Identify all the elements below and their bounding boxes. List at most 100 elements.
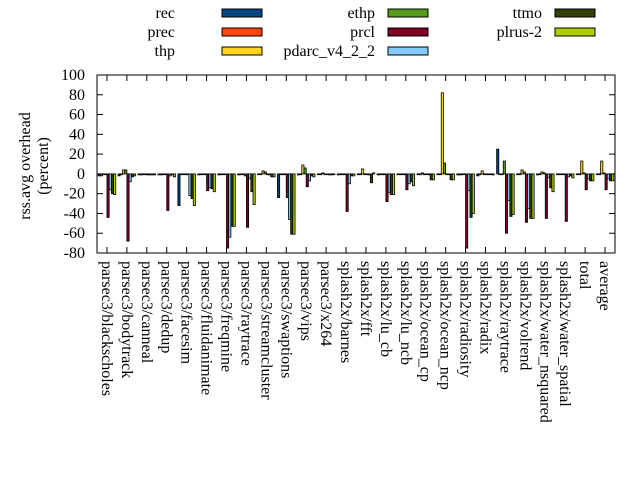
x-tick-label: parsec3/freqmine: [218, 261, 235, 372]
bar-plrus-2: [591, 173, 595, 182]
legend-label: prcl: [350, 24, 375, 41]
y-tick-label: 80: [69, 87, 85, 104]
x-tick-label: parsec3/dedup: [158, 261, 175, 353]
y-tick-label: 100: [61, 67, 85, 84]
bar-plrus-2: [352, 173, 356, 177]
x-tick-label: parsec3/raytrace: [237, 261, 254, 366]
bar-plrus-2: [511, 173, 515, 215]
bar-prcl: [126, 173, 130, 242]
x-tick-label: splash2x/water_nsquared: [536, 261, 553, 423]
x-tick-label: splash2x/lu_cb: [377, 261, 394, 357]
bar-prcl: [106, 173, 110, 218]
bar-plrus-2: [412, 173, 416, 187]
bar-thp: [361, 168, 365, 175]
legend-label: plrus-2: [497, 24, 542, 41]
y-axis: -80 -60 -40 -20 0 20 40 60 80 100: [61, 67, 615, 262]
legend-swatch: [387, 27, 429, 37]
x-tick-label: splash2x/water_spatial: [556, 261, 573, 407]
legend: rec prec thp ethp prcl pdarc_v4_2_2 ttmo plrus-…: [147, 5, 596, 60]
x-tick-label: parsec3/fluidanimate: [198, 261, 215, 395]
bar-prcl: [166, 173, 170, 211]
bar-plrus-2: [571, 173, 575, 179]
legend-label: pdarc_v4_2_2: [283, 43, 375, 60]
y-tick-label: -80: [64, 245, 85, 262]
x-tick-label: average: [596, 261, 613, 311]
legend-label: thp: [155, 43, 175, 60]
y-tick-label: -60: [64, 225, 85, 242]
plot-frame: [96, 74, 616, 254]
bar-plrus-2: [312, 173, 316, 178]
bar-plrus-2: [451, 173, 455, 181]
bar-pdarc_v4_2_2: [128, 173, 132, 183]
bar-thp: [420, 172, 424, 175]
bar-prcl: [544, 173, 548, 219]
x-tick-label: splash2x/ocean_cp: [417, 261, 434, 382]
x-tick-label: total: [576, 261, 593, 290]
bar-plrus-2: [232, 173, 236, 227]
bar-ethp: [582, 172, 586, 175]
legend-swatch: [387, 46, 429, 56]
legend-swatch: [554, 8, 596, 18]
bar-thp: [580, 160, 584, 175]
x-tick-label: parsec3/facesim: [178, 261, 195, 365]
x-tick-label: parsec3/canneal: [138, 261, 155, 364]
x-tick-label: splash2x/lu_ncb: [397, 261, 414, 365]
legend-label: prec: [147, 24, 175, 41]
x-tick-label: splash2x/volrend: [516, 261, 533, 370]
legend-label: ethp: [347, 5, 375, 22]
x-tick-label: splash2x/raytrace: [496, 261, 513, 373]
bar-prcl: [584, 173, 588, 191]
bar-plrus-2: [392, 173, 396, 196]
legend-swatch: [221, 46, 263, 56]
y-tick-label: 40: [69, 126, 85, 143]
bar-pdarc_v4_2_2: [347, 173, 351, 185]
bar-plrus-2: [113, 173, 117, 196]
bar-plrus-2: [133, 173, 137, 177]
bar-prcl: [505, 173, 509, 234]
x-tick-label: splash2x/fft: [357, 261, 374, 337]
y-tick-label: 20: [69, 146, 85, 163]
bar-ethp: [542, 172, 546, 175]
bar-ethp: [263, 171, 267, 175]
bar-prcl: [246, 173, 250, 228]
bar-ethp: [124, 169, 128, 175]
x-tick-label: splash2x/barnes: [337, 261, 354, 363]
bar-plrus-2: [611, 173, 615, 182]
bar-plrus-2: [551, 173, 555, 193]
bar-plrus-2: [172, 173, 176, 178]
legend-label: rec: [155, 5, 175, 22]
bar-plrus-2: [431, 173, 435, 181]
bar-plrus-2: [212, 173, 216, 193]
legend-label: ttmo: [513, 5, 542, 22]
bar-plrus-2: [192, 173, 196, 206]
bar-plrus-2: [153, 173, 157, 176]
x-tick-label: parsec3/streamcluster: [257, 261, 274, 400]
x-tick-label: parsec3/swaptions: [277, 261, 294, 378]
x-axis: parsec3/blackscholes parsec3/bodytrack par…: [98, 75, 613, 423]
legend-swatch: [221, 8, 263, 18]
y-tick-label: 0: [77, 166, 85, 183]
bars: [97, 92, 615, 249]
legend-swatch: [554, 27, 596, 37]
bar-rec: [496, 148, 500, 175]
bar-plrus-2: [372, 172, 376, 175]
bar-plrus-2: [491, 173, 495, 176]
x-tick-label: parsec3/bodytrack: [118, 261, 135, 378]
bar-ethp: [602, 172, 606, 175]
bar-prcl: [564, 173, 568, 222]
x-tick-label: splash2x/radiosity: [457, 261, 474, 377]
y-tick-label: -40: [64, 205, 85, 222]
bar-plrus-2: [531, 173, 535, 219]
bar-plrus-2: [332, 173, 336, 176]
y-axis-label-line2: (percent): [35, 137, 52, 195]
bar-prcl: [604, 173, 608, 191]
bar-prcl: [465, 173, 469, 249]
bar-thp: [321, 172, 325, 175]
bar-prcl: [345, 173, 349, 212]
bar-ethp: [502, 160, 506, 175]
y-axis-label-line1: rss.avg overhead: [17, 112, 34, 220]
legend-swatch: [387, 8, 429, 18]
legend-swatch: [221, 27, 263, 37]
x-tick-label: splash2x/ocean_ncp: [437, 261, 454, 390]
